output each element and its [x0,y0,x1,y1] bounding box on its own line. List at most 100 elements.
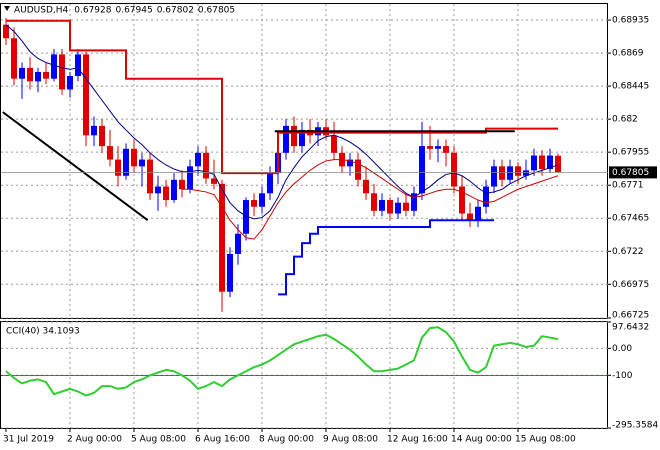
header-value: 0.67928 [74,6,111,16]
candle-body [259,193,265,207]
candle-body [203,152,209,179]
indicator-line [5,24,559,220]
candle-body [347,159,353,167]
candle-body [379,200,385,211]
candle-body [331,135,337,153]
x-tick-label: 8 Aug 00:00 [259,435,314,445]
candle-body [387,200,393,214]
candle-body [43,71,49,79]
candle-body [27,67,33,82]
candle-body [51,54,57,79]
candle-body [403,202,409,211]
candle-body [299,129,305,147]
y-tick-label: 0.6869 [612,49,644,59]
candle-body [251,200,257,207]
y-tick-label: 0.68445 [612,82,649,92]
candle-body [443,146,449,153]
cci-title: CCI(40) 34.1093 [6,327,80,337]
candle-body [123,148,129,176]
candle-body [515,166,521,176]
candle-body [419,146,425,194]
candle-body [459,186,465,214]
x-tick-label: 15 Aug 08:00 [515,435,576,445]
chart-title: AUDUSD,H4 [14,6,69,16]
candle-body [355,159,361,180]
last-price-label: 0.67805 [612,168,649,178]
collapse-icon [4,6,10,11]
candle-body [67,75,73,90]
candle-body [363,179,369,194]
indicator-line [6,19,558,175]
y-tick-label: 0.6722 [612,247,644,257]
candle-body [467,213,473,221]
candle-body [163,186,169,201]
candle-body [243,200,249,234]
candle-body [523,170,529,176]
y-tick-label: 0.66975 [612,280,649,290]
candle-body [19,67,25,79]
candle-body [59,54,65,90]
candle-body [131,148,137,167]
candle-body [211,178,217,184]
y-tick-label: 0.6771 [612,181,644,191]
candle-body [83,54,89,136]
x-tick-label: 2 Aug 00:00 [67,435,122,445]
candle-body [115,159,121,176]
x-tick-label: 14 Aug 00:00 [451,435,512,445]
last-price-box [609,166,657,179]
x-tick-label: 5 Aug 08:00 [131,435,186,445]
header-value: 0.67805 [198,6,235,16]
header-value: 0.67802 [157,6,194,16]
candle-body [35,71,41,82]
cci-line [5,326,559,397]
indicator-line [182,159,559,240]
candle-body [539,155,545,170]
candle-body [427,146,433,149]
candle-body [547,155,553,170]
candle-body [411,193,417,211]
candle-body [371,193,377,211]
candle-body [107,146,113,160]
candle-body [291,125,297,147]
y-tick-label: -295.3584 [612,421,658,431]
y-tick-label: 0.67465 [612,214,649,224]
x-tick-label: 31 Jul 2019 [3,435,54,445]
candle-body [11,38,17,79]
candle-body [451,152,457,187]
candle-body [499,166,505,180]
y-tick-label: 0.00 [612,344,632,354]
candle-body [491,166,497,187]
candle-body [507,166,513,180]
candle-body [395,202,401,214]
x-tick-label: 12 Aug 16:00 [387,435,448,445]
trend-line [2,111,149,221]
candle-body [155,186,161,194]
y-tick-label: 0.682 [612,115,638,125]
candle-body [283,125,289,153]
x-tick-label: 6 Aug 16:00 [195,435,250,445]
candle-body [195,152,201,167]
candle-body [555,155,561,173]
candle-body [483,186,489,207]
candle-body [91,125,97,136]
candle-body [219,183,225,292]
candle-body [435,146,441,149]
candle-body [99,125,105,147]
candle-body [227,253,233,292]
candle-body [235,233,241,254]
candle-body [75,54,81,76]
candle-body [179,179,185,190]
y-tick-label: 0.67955 [612,148,649,158]
candle-body [139,159,145,167]
y-tick-label: 0.66725 [612,311,649,321]
candle-body [147,159,153,194]
indicator-line [278,219,494,296]
candle-body [267,173,273,194]
candle-body [531,155,537,171]
candle-body [3,24,9,39]
y-tick-label: 0.68935 [612,16,649,26]
candle-body [171,179,177,201]
candle-body [187,166,193,190]
